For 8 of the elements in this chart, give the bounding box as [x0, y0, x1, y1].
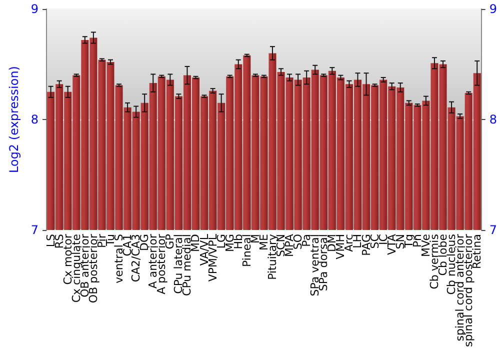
- y-tick-label: 9: [30, 2, 39, 16]
- y-axis-title: Log2 (expression): [7, 66, 21, 174]
- x-tick-label: Retina: [470, 234, 484, 270]
- y2-tick-label: 8: [489, 112, 498, 127]
- y-tick-label: 7: [30, 223, 39, 238]
- y2-tick-label: 9: [489, 2, 498, 16]
- y2-tick-label: 7: [489, 223, 498, 238]
- y-tick-label: 8: [30, 112, 39, 127]
